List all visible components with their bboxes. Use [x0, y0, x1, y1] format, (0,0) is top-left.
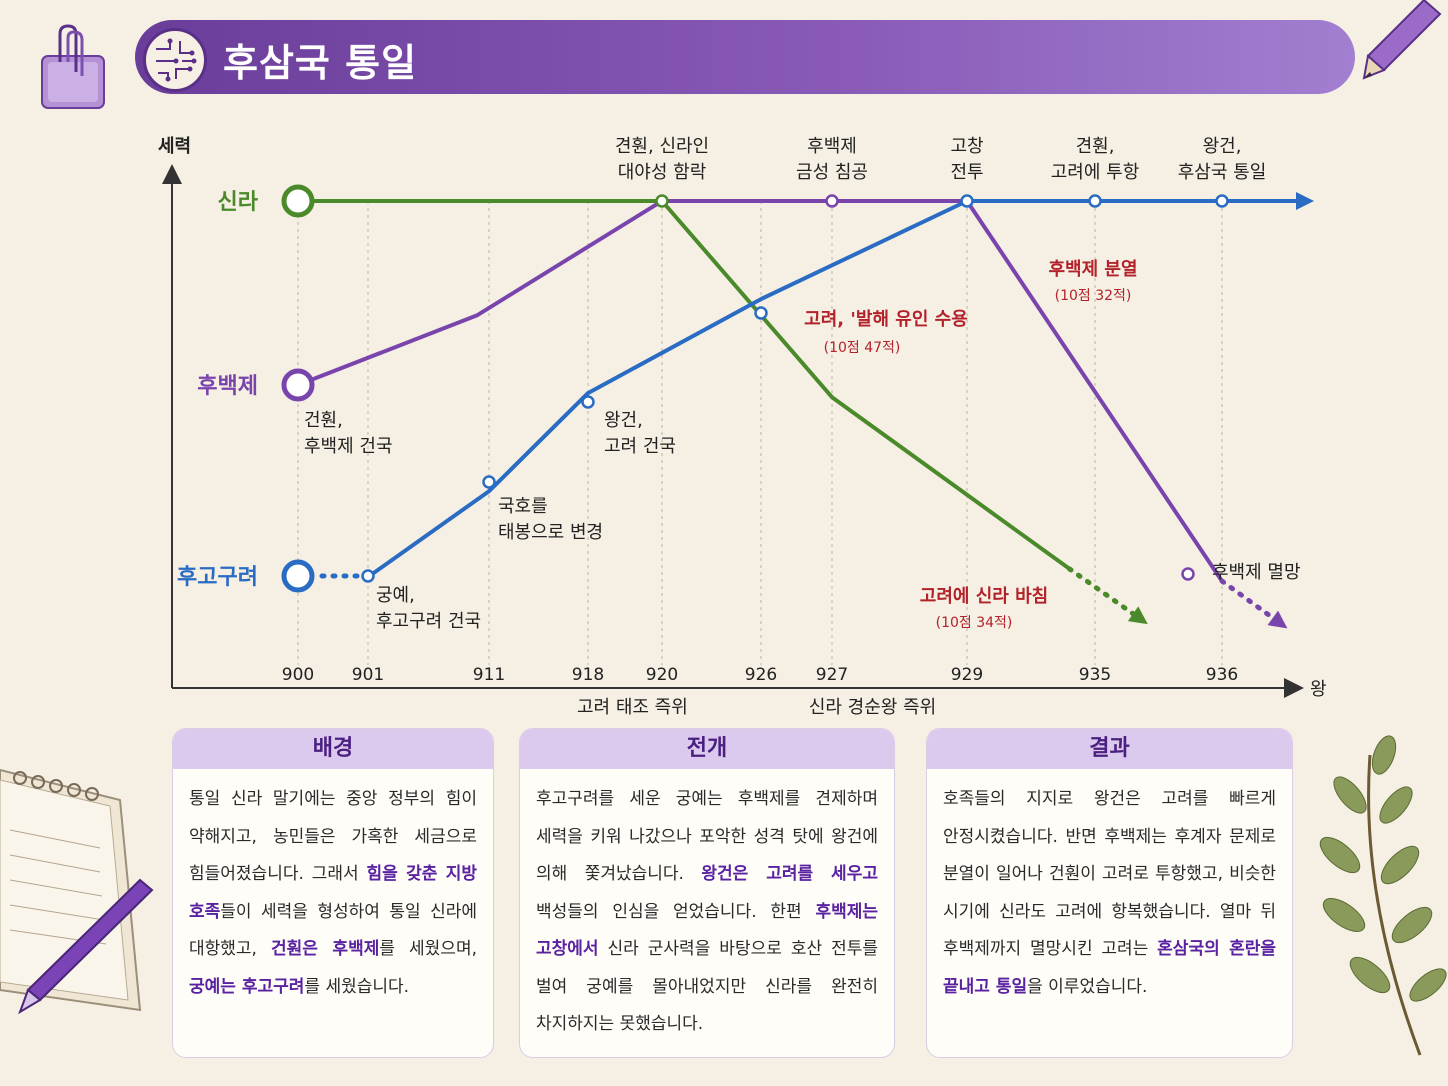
highlight-text: 궁예는 후고구려 — [189, 976, 305, 997]
top-event-label: 후삼국 통일 — [1178, 162, 1267, 183]
series-dotted-line — [1219, 578, 1276, 621]
x-tick-label: 936 — [1206, 665, 1238, 685]
event-node — [655, 194, 669, 208]
card-text-run: 호족들의 지지로 왕건은 고려를 빠르게 안정시켰습니다. 반면 후백제는 후계… — [943, 789, 1276, 959]
top-event-label: 견훤, 신라인 — [615, 136, 709, 157]
card-text-run: 들이 세력을 형성하여 통일 신라에 대항했고, — [189, 901, 477, 960]
card-title: 결과 — [927, 729, 1292, 769]
card-background: 배경 통일 신라 말기에는 중앙 정부의 힘이 약해지고, 농민들은 가혹한 세… — [172, 728, 494, 1058]
event-label: 건훤, — [304, 410, 343, 431]
event-node — [960, 194, 974, 208]
card-text-run: 백성들의 인심을 얻었습니다. 한편 — [536, 901, 816, 922]
series-start-ring — [281, 368, 315, 402]
page-title: 후삼국 통일 — [223, 41, 418, 85]
x-tick-label: 918 — [572, 665, 604, 685]
highlight-text: 힘을 갖춘 지방 호족 — [189, 864, 477, 922]
series-arrowhead — [1127, 606, 1148, 625]
card-text-run: 통일 신라 말기에는 중앙 정부의 힘이 약해지고, 농민들은 가혹한 세금으로… — [189, 789, 477, 884]
event-node — [825, 194, 839, 208]
card-title: 배경 — [173, 729, 493, 769]
x-tick-label: 929 — [951, 665, 983, 685]
highlight-text: 건훤은 후백제 — [270, 939, 380, 959]
top-event-label: 견훤, — [1076, 136, 1115, 157]
top-event-label: 후백제 — [807, 136, 857, 157]
highlight-text: 혼삼국의 혼란을 끝내고 통일 — [943, 939, 1276, 997]
highlight-text: 후백제는 고창에서 — [536, 901, 878, 960]
event-label: 고려 건국 — [604, 436, 676, 457]
event-node — [482, 475, 496, 489]
timeline-chart: 세력왕 900 901 911 918 920 926 927 929 935 936 고려 태조 즉… — [158, 136, 1327, 718]
card-text-run: 를 세웠으며, — [379, 939, 477, 959]
red-note-sub: (10점 34적) — [936, 615, 1013, 631]
event-label: 후백제 건국 — [304, 436, 393, 457]
top-event-label: 금성 침공 — [796, 162, 868, 183]
card-text-run: 후고구려를 세운 궁예는 후백제를 견제하며 세력을 키워 나갔으나 포악한 성… — [536, 789, 878, 884]
pencil-icon — [1362, 0, 1442, 80]
x-axis-note: 신라 경순왕 즉위 — [809, 697, 936, 718]
series-line — [297, 199, 1224, 583]
highlight-text: 왕건은 고려를 세우고 — [701, 864, 878, 884]
series-name: 신라 — [218, 190, 259, 215]
card-title: 전개 — [520, 729, 894, 769]
series-name: 후고구려 — [177, 565, 258, 590]
series-line — [366, 199, 1286, 579]
red-note: 고려, '발해 유인 수용 — [804, 309, 968, 330]
red-note: 고려에 신라 바침 — [920, 586, 1048, 607]
event-node — [754, 306, 768, 320]
series-arrowhead — [1296, 192, 1314, 210]
top-event-label: 왕건, — [1203, 136, 1242, 157]
top-event-label: 고려에 투항 — [1051, 162, 1140, 183]
x-tick-label: 900 — [282, 665, 314, 685]
y-axis-label: 세력 — [158, 136, 191, 157]
red-note-sub: (10점 47적) — [824, 340, 901, 356]
x-axis-note: 고려 태조 즉위 — [577, 697, 688, 718]
top-event-label: 대야성 함락 — [618, 162, 707, 183]
x-tick-label: 935 — [1079, 665, 1111, 685]
card-text: 후고구려를 세운 궁예는 후백제를 견제하며 세력을 키워 나갔으나 포악한 성… — [520, 769, 894, 1044]
event-node — [361, 569, 375, 583]
event-node — [1181, 567, 1195, 581]
card-text: 통일 신라 말기에는 중앙 정부의 힘이 약해지고, 농민들은 가혹한 세금으로… — [173, 769, 493, 1006]
x-tick-label: 901 — [352, 665, 384, 685]
x-tick-label: 926 — [745, 665, 777, 685]
card-text-run: 을 이루었습니다. — [1027, 976, 1148, 997]
event-node — [1215, 194, 1229, 208]
paperclip-icon — [41, 24, 105, 109]
red-note-sub: (10점 32적) — [1055, 288, 1132, 304]
x-axis-label: 왕 — [1310, 679, 1327, 700]
top-event-label: 고창 — [950, 136, 983, 157]
red-note: 후백제 분열 — [1048, 259, 1137, 280]
card-text: 호족들의 지지로 왕건은 고려를 빠르게 안정시켰습니다. 반면 후백제는 후계… — [927, 769, 1292, 1006]
card-result: 결과 호족들의 지지로 왕건은 고려를 빠르게 안정시켰습니다. 반면 후백제는… — [926, 728, 1293, 1058]
event-label: 후백제 멸망 — [1212, 562, 1301, 583]
series-arrowhead — [1267, 610, 1288, 629]
series-dotted-line — [1066, 566, 1136, 617]
notebook-and-pen-icon — [0, 768, 154, 1015]
event-label: 국호를 — [498, 496, 548, 517]
x-tick-label: 927 — [816, 665, 848, 685]
leaf-branch-icon — [1319, 735, 1447, 1056]
series-start-ring — [281, 184, 315, 218]
circuit-emblem-icon — [143, 28, 207, 92]
card-text-run: 신라 군사력을 바탕으로 호산 전투를 벌여 궁예를 몰아내었지만 신라를 완전… — [536, 939, 878, 1034]
event-node — [581, 395, 595, 409]
x-tick-label: 920 — [646, 665, 678, 685]
event-label: 태봉으로 변경 — [498, 522, 603, 543]
series-start-ring — [281, 559, 315, 593]
title-banner: 후삼국 통일 — [135, 20, 1355, 94]
x-tick-label: 911 — [473, 665, 505, 685]
series-line — [298, 199, 1071, 571]
event-label: 후고구려 건국 — [376, 611, 481, 632]
series-name: 후백제 — [197, 374, 258, 399]
card-development: 전개 후고구려를 세운 궁예는 후백제를 견제하며 세력을 키워 나갔으나 포악… — [519, 728, 895, 1058]
event-label: 왕건, — [604, 410, 643, 431]
event-node — [1088, 194, 1102, 208]
event-label: 궁예, — [376, 585, 415, 606]
card-text-run: 를 세웠습니다. — [304, 976, 410, 997]
top-event-label: 전투 — [950, 162, 983, 183]
